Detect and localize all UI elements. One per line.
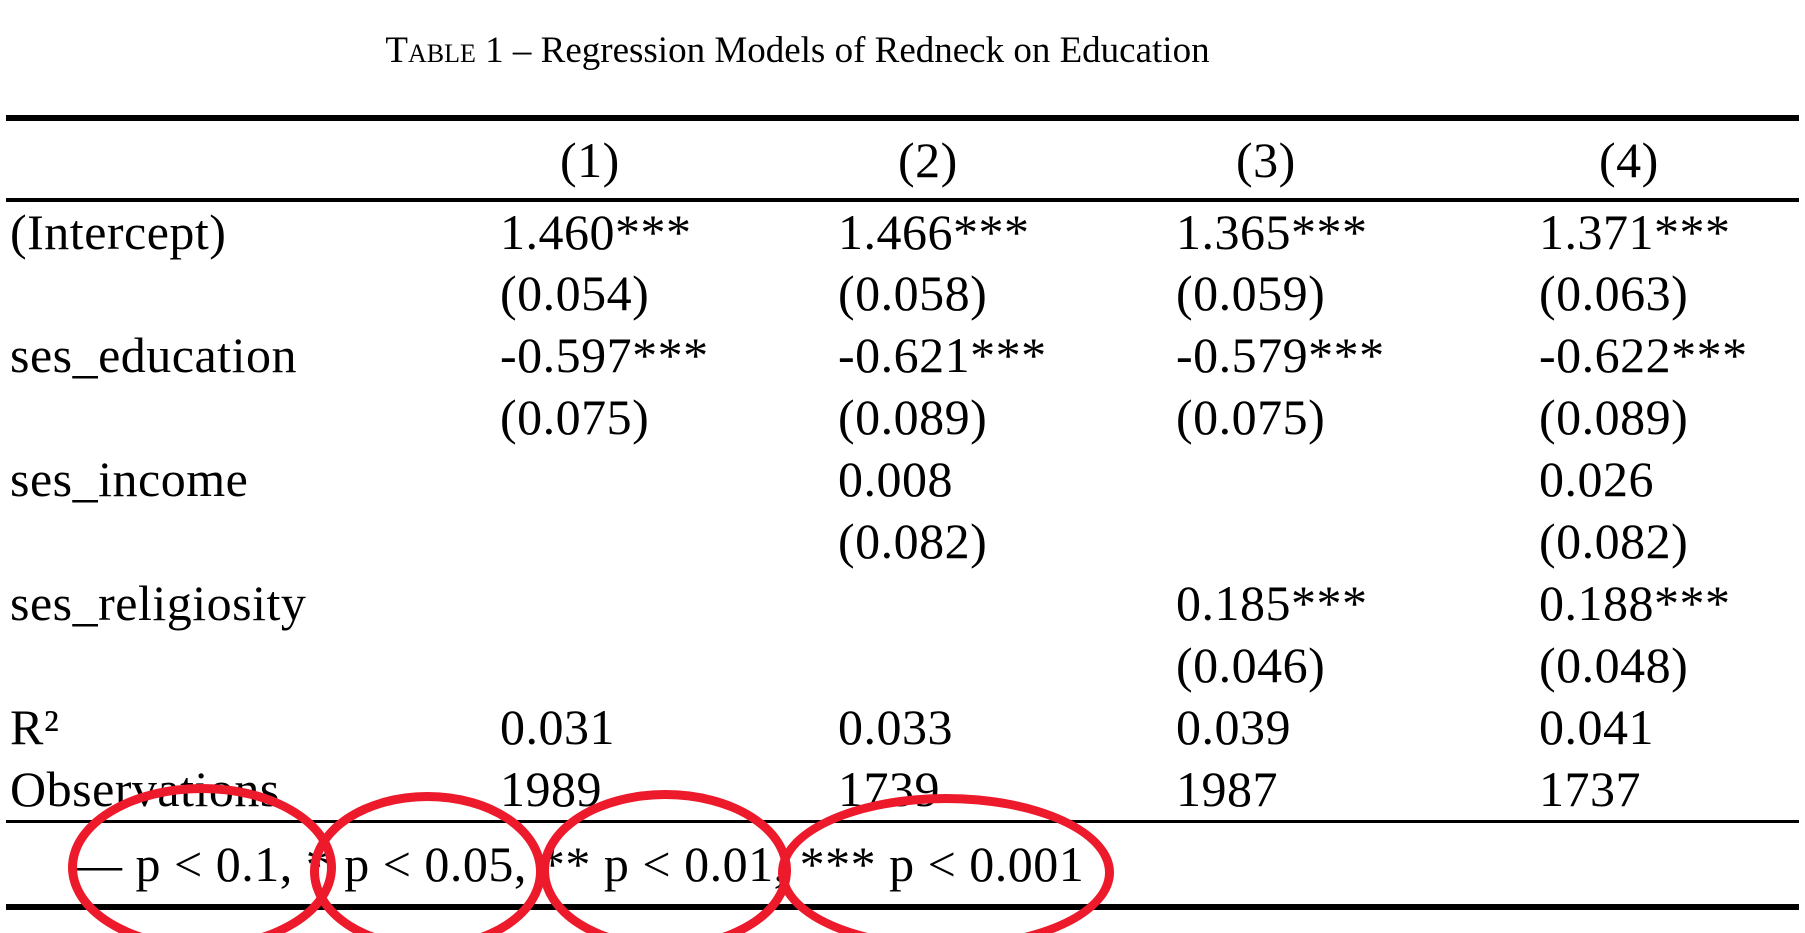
regression-table: (1) (2) (3) (4) (Intercept) 1.460*** 1.4… xyxy=(6,121,1799,820)
table-row-ses-religiosity: ses_religiosity 0.185*** 0.188*** xyxy=(6,572,1799,634)
value-cell: 0.031 xyxy=(500,699,615,755)
header-empty-cell xyxy=(6,121,490,202)
value-cell xyxy=(828,572,1166,634)
value-cell xyxy=(490,572,828,634)
table-row-r-squared: R² 0.031 0.033 0.039 0.041 xyxy=(6,696,1799,758)
table-row-ses-income: ses_income 0.008 0.026 xyxy=(6,448,1799,510)
significance-legend: — p < 0.1, * p < 0.05, ** p < 0.01, *** … xyxy=(0,823,1805,904)
value-cell: (0.075) xyxy=(1176,389,1326,445)
top-rule xyxy=(6,115,1799,121)
table-row-intercept-se: (0.054) (0.058) (0.059) (0.063) xyxy=(6,262,1799,324)
value-cell: -0.579*** xyxy=(1176,327,1385,383)
table-title: Table 1 – Regression Models of Redneck o… xyxy=(0,0,1700,115)
bottom-rule xyxy=(6,904,1799,910)
row-label: R² xyxy=(10,699,60,755)
value-cell: 0.188*** xyxy=(1539,575,1731,631)
table-title-text: 1 – Regression Models of Redneck on Educ… xyxy=(475,30,1210,71)
value-cell: 1.371*** xyxy=(1539,204,1731,260)
footnote-top-rule xyxy=(6,820,1799,823)
table-row-ses-religiosity-se: (0.046) (0.048) xyxy=(6,634,1799,696)
row-label: ses_education xyxy=(10,327,297,383)
header-model-2: (2) xyxy=(828,121,1166,202)
table-row-ses-education-se: (0.075) (0.089) (0.075) (0.089) xyxy=(6,386,1799,448)
row-label xyxy=(6,262,490,324)
legend-p-0-001: *** p < 0.001 xyxy=(799,835,1085,892)
value-cell: (0.082) xyxy=(1539,513,1689,569)
header-model-1: (1) xyxy=(490,121,828,202)
header-row: (1) (2) (3) (4) xyxy=(6,121,1799,202)
value-cell: 0.026 xyxy=(1539,451,1654,507)
value-cell: 0.185*** xyxy=(1176,575,1368,631)
value-cell: 0.041 xyxy=(1539,699,1654,755)
value-cell: 1737 xyxy=(1539,761,1641,817)
value-cell: (0.089) xyxy=(838,389,988,445)
value-cell: 1739 xyxy=(838,761,940,817)
row-label xyxy=(6,386,490,448)
value-cell: (0.063) xyxy=(1539,265,1689,321)
table-title-smallcaps: Table xyxy=(385,30,476,71)
value-cell xyxy=(1166,510,1529,572)
value-cell: 1.466*** xyxy=(838,204,1030,260)
value-cell: (0.075) xyxy=(500,389,650,445)
value-cell: (0.054) xyxy=(500,265,650,321)
value-cell: (0.059) xyxy=(1176,265,1326,321)
value-cell: -0.597*** xyxy=(500,327,709,383)
header-model-3: (3) xyxy=(1166,121,1529,202)
value-cell: (0.048) xyxy=(1539,637,1689,693)
value-cell xyxy=(490,448,828,510)
legend-p-0-01: ** p < 0.01, xyxy=(539,835,787,892)
value-cell: (0.089) xyxy=(1539,389,1689,445)
value-cell: (0.058) xyxy=(838,265,988,321)
value-cell xyxy=(828,634,1166,696)
value-cell: 0.039 xyxy=(1176,699,1291,755)
row-label: (Intercept) xyxy=(10,204,227,260)
value-cell: 0.033 xyxy=(838,699,953,755)
legend-p-0-05: * p < 0.05, xyxy=(305,835,527,892)
value-cell: 1.460*** xyxy=(500,204,692,260)
table-row-ses-education: ses_education -0.597*** -0.621*** -0.579… xyxy=(6,324,1799,386)
row-label: ses_religiosity xyxy=(10,575,307,631)
value-cell: 1989 xyxy=(500,761,602,817)
row-label xyxy=(6,634,490,696)
row-label: ses_income xyxy=(10,451,249,507)
value-cell: 0.008 xyxy=(838,451,953,507)
value-cell: (0.046) xyxy=(1176,637,1326,693)
value-cell: -0.622*** xyxy=(1539,327,1748,383)
row-label: Observations xyxy=(10,761,280,817)
value-cell: (0.082) xyxy=(838,513,988,569)
value-cell xyxy=(490,634,828,696)
table-row-ses-income-se: (0.082) (0.082) xyxy=(6,510,1799,572)
row-label xyxy=(6,510,490,572)
value-cell xyxy=(490,510,828,572)
header-model-4: (4) xyxy=(1529,121,1799,202)
value-cell xyxy=(1166,448,1529,510)
value-cell: 1987 xyxy=(1176,761,1278,817)
legend-p-0-1: — p < 0.1, xyxy=(72,835,293,892)
value-cell: 1.365*** xyxy=(1176,204,1368,260)
table-row-observations: Observations 1989 1739 1987 1737 xyxy=(6,758,1799,820)
table-row-intercept: (Intercept) 1.460*** 1.466*** 1.365*** 1… xyxy=(6,200,1799,262)
value-cell: -0.621*** xyxy=(838,327,1047,383)
